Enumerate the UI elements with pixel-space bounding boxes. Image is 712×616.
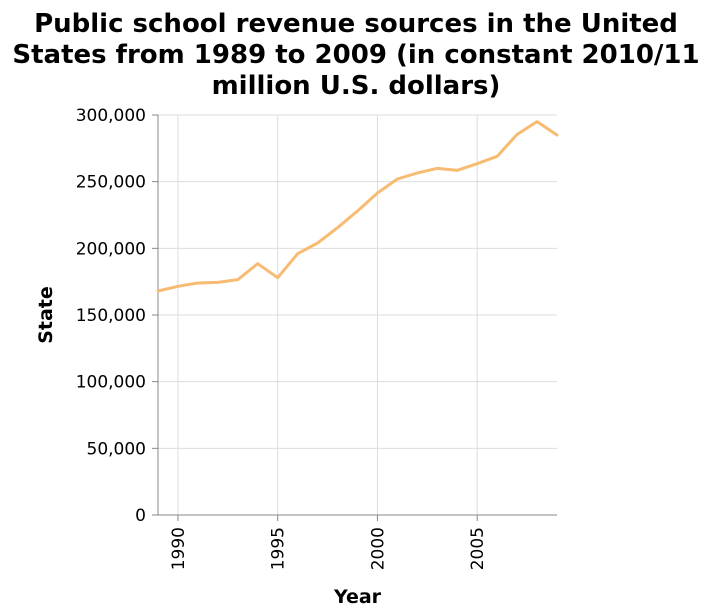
- y-tick-label: 150,000: [76, 306, 146, 326]
- chart-title-line: Public school revenue sources in the Uni…: [34, 9, 678, 39]
- y-tick-label: 50,000: [87, 439, 146, 459]
- x-tick-label: 1995: [269, 527, 289, 570]
- x-axis-title: Year: [333, 586, 382, 608]
- x-tick-label: 2005: [468, 527, 488, 570]
- y-tick-label: 200,000: [76, 239, 146, 259]
- chart-title-line: States from 1989 to 2009 (in constant 20…: [12, 40, 699, 70]
- tick-labels: 0 50,000 100,000 150,000 200,000 250,000 300,0…: [76, 106, 489, 570]
- series-line-state: [156, 120, 559, 293]
- series: [156, 120, 559, 293]
- gridlines: [158, 114, 557, 516]
- y-tick-label: 250,000: [76, 173, 146, 193]
- y-tick-label: 300,000: [76, 106, 146, 126]
- y-tick-label: 100,000: [76, 373, 146, 393]
- x-tick-label: 1990: [169, 527, 189, 570]
- y-tick-label: 0: [135, 506, 146, 526]
- x-tick-label: 2000: [368, 527, 388, 570]
- chart-title-line: million U.S. dollars): [212, 71, 501, 101]
- chart-title: Public school revenue sources in the Uni…: [12, 9, 699, 101]
- y-axis-title: State: [35, 286, 57, 344]
